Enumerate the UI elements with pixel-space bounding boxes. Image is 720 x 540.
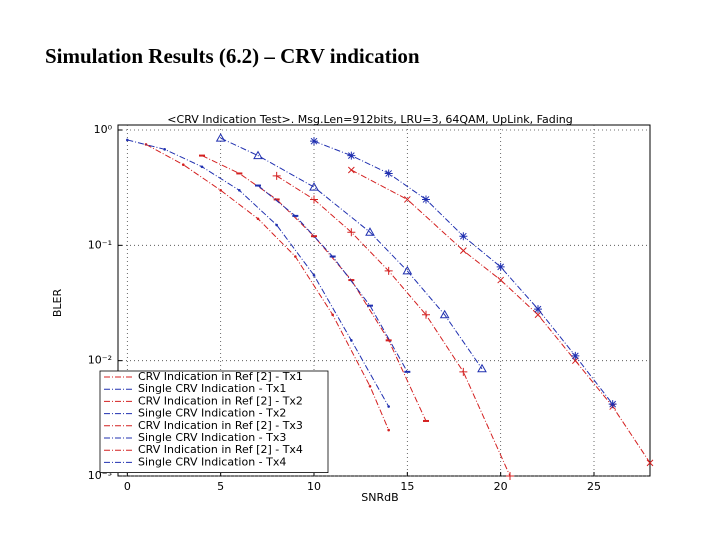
marker [200,165,204,169]
marker [294,255,297,258]
marker [506,472,514,480]
marker [347,166,355,174]
marker [238,189,241,192]
marker [497,276,505,284]
marker [253,150,263,160]
legend-label: CRV Indication in Ref [2] - Tx2 [138,394,303,407]
marker [384,169,393,178]
x-tick-label: 25 [587,480,601,493]
marker [347,151,356,160]
marker [215,133,226,142]
marker [272,171,281,180]
series-line [220,137,483,370]
series-line [351,169,651,464]
marker [608,400,617,409]
marker [571,351,580,360]
legend-label: CRV Indication in Ref [2] - Tx3 [138,419,303,432]
marker [422,310,430,319]
legend-label: CRV Indication in Ref [2] - Tx4 [138,443,303,456]
x-tick-label: 20 [494,480,508,493]
marker [347,228,356,237]
marker [459,232,468,241]
marker [219,189,222,192]
marker [534,305,542,314]
x-tick-label: 5 [217,480,224,493]
marker [182,163,185,167]
marker [331,313,334,317]
marker [459,247,467,254]
marker [571,357,579,365]
x-tick-label: 10 [307,480,321,493]
marker [256,217,260,221]
marker [477,363,487,373]
legend-label: Single CRV Indication - Tx1 [138,382,286,395]
marker [365,227,375,236]
marker [350,339,353,342]
marker [368,384,372,388]
series-line [127,139,390,407]
legend-label: CRV Indication in Ref [2] - Tx1 [138,370,303,383]
marker [496,262,505,271]
marker [310,195,318,204]
legend-label: Single CRV Indication - Tx3 [138,431,286,444]
legend-box [99,370,329,473]
y-tick-label: 10⁰ [94,123,113,136]
x-axis-label: SNRdB [361,491,398,504]
marker [309,182,319,191]
y-axis-label: BLER [51,289,64,318]
marker [422,195,430,204]
marker [387,428,390,432]
marker [126,138,129,142]
legend-label: Single CRV Indication - Tx4 [138,455,286,468]
marker [312,273,316,277]
y-tick-label: 10⁻¹ [88,238,112,251]
marker [387,405,390,408]
marker [646,459,654,467]
slide-title: Simulation Results (6.2) – CRV indicatio… [45,44,420,68]
chart-title: <CRV Indication Test>. Msg.Len=912bits, … [167,113,572,126]
marker [459,367,468,376]
marker [439,309,450,319]
marker [275,223,278,227]
marker [403,196,411,203]
x-tick-label: 15 [400,480,414,493]
legend-label: Single CRV Indication - Tx2 [138,407,286,420]
marker [534,311,542,319]
marker [163,148,166,151]
marker [402,265,413,275]
series-line [145,143,390,431]
marker [310,137,318,146]
y-tick-label: 10⁻² [88,354,112,367]
x-tick-label: 0 [124,480,131,493]
marker [384,266,393,275]
